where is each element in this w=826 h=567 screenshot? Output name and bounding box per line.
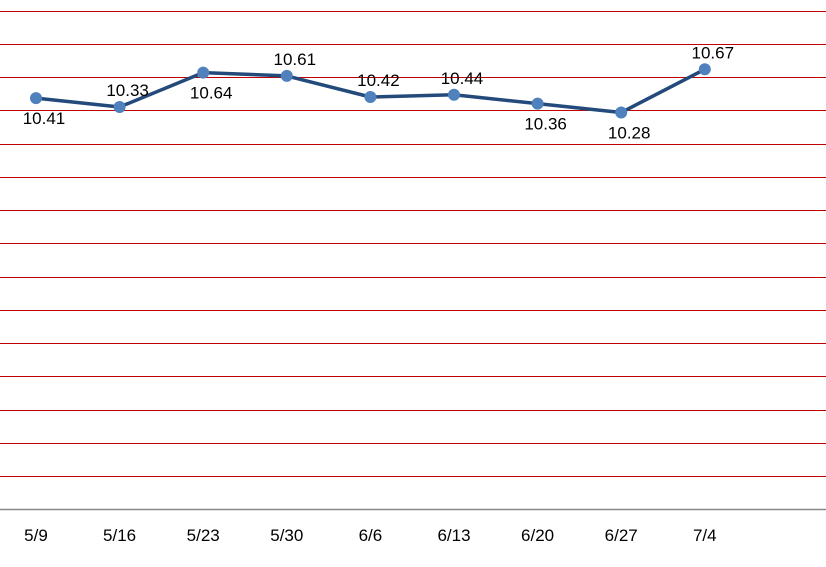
- x-tick-label: 6/20: [521, 526, 554, 545]
- x-tick-label: 5/23: [187, 526, 220, 545]
- data-label: 10.42: [357, 71, 400, 90]
- data-label: 10.67: [692, 43, 735, 62]
- data-labels: 10.41 10.33 10.64 10.61 10.42 10.44 10.36 10.28…: [23, 43, 734, 142]
- data-label: 10.33: [106, 81, 149, 100]
- data-label: 10.61: [274, 50, 317, 69]
- data-label: 10.41: [23, 109, 66, 128]
- x-tick-labels: 5/9 5/16 5/23 5/30 6/6 6/13 6/20 6/27 7/4: [24, 526, 716, 545]
- data-point: [197, 66, 210, 79]
- data-point: [30, 92, 42, 105]
- x-tick-label: 6/6: [359, 526, 383, 545]
- data-point: [364, 90, 377, 103]
- x-tick-label: 6/13: [437, 526, 470, 545]
- x-tick-label: 5/30: [270, 526, 303, 545]
- data-point: [280, 69, 293, 82]
- data-label: 10.28: [608, 124, 651, 143]
- data-label: 10.44: [441, 69, 484, 88]
- data-point: [698, 63, 711, 76]
- data-point: [448, 88, 460, 101]
- x-tick-label: 6/27: [605, 526, 638, 545]
- data-point: [615, 106, 628, 119]
- x-tick-label: 5/9: [24, 526, 48, 545]
- data-label: 10.64: [190, 84, 233, 103]
- series-group: [30, 63, 711, 119]
- data-label: 10.36: [524, 115, 567, 134]
- x-tick-label: 7/4: [693, 526, 717, 545]
- data-point: [113, 100, 126, 113]
- x-tick-label: 5/16: [103, 526, 136, 545]
- data-point: [531, 97, 544, 110]
